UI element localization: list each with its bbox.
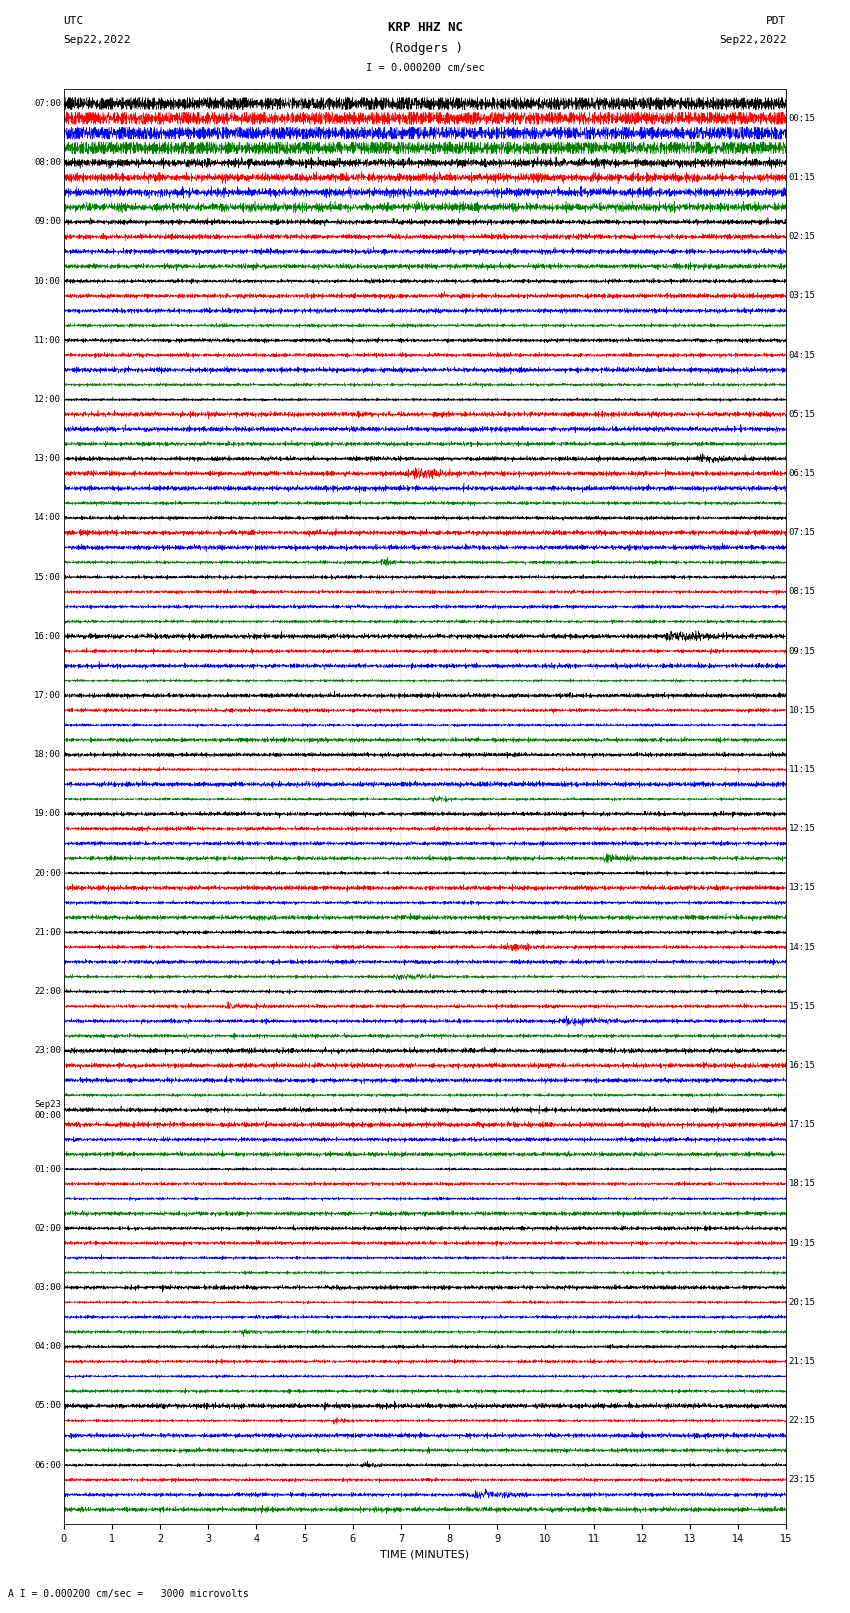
Text: 00:15: 00:15 — [789, 115, 816, 123]
Text: 16:00: 16:00 — [34, 632, 61, 640]
Text: 04:15: 04:15 — [789, 350, 816, 360]
Text: Sep23
00:00: Sep23 00:00 — [34, 1100, 61, 1119]
Text: 13:15: 13:15 — [789, 884, 816, 892]
Text: 19:00: 19:00 — [34, 810, 61, 818]
Text: 22:00: 22:00 — [34, 987, 61, 995]
Text: Sep22,2022: Sep22,2022 — [64, 35, 131, 45]
Text: 12:00: 12:00 — [34, 395, 61, 403]
Text: Sep22,2022: Sep22,2022 — [719, 35, 786, 45]
Text: 03:00: 03:00 — [34, 1282, 61, 1292]
Text: 02:15: 02:15 — [789, 232, 816, 242]
Text: 15:15: 15:15 — [789, 1002, 816, 1011]
Text: 09:15: 09:15 — [789, 647, 816, 655]
Text: 04:00: 04:00 — [34, 1342, 61, 1352]
Text: 14:00: 14:00 — [34, 513, 61, 523]
Text: 22:15: 22:15 — [789, 1416, 816, 1426]
Text: (Rodgers ): (Rodgers ) — [388, 42, 462, 55]
Text: 11:15: 11:15 — [789, 765, 816, 774]
Text: A I = 0.000200 cm/sec =   3000 microvolts: A I = 0.000200 cm/sec = 3000 microvolts — [8, 1589, 249, 1598]
Text: UTC: UTC — [64, 16, 84, 26]
Text: PDT: PDT — [766, 16, 786, 26]
Text: 02:00: 02:00 — [34, 1224, 61, 1232]
Text: 21:15: 21:15 — [789, 1357, 816, 1366]
Text: 17:15: 17:15 — [789, 1119, 816, 1129]
Text: 18:00: 18:00 — [34, 750, 61, 760]
Text: 15:00: 15:00 — [34, 573, 61, 582]
Text: 14:15: 14:15 — [789, 942, 816, 952]
Text: 08:15: 08:15 — [789, 587, 816, 597]
Text: 10:00: 10:00 — [34, 276, 61, 286]
Text: 06:00: 06:00 — [34, 1461, 61, 1469]
Text: 07:00: 07:00 — [34, 98, 61, 108]
Text: 08:00: 08:00 — [34, 158, 61, 168]
Text: 13:00: 13:00 — [34, 455, 61, 463]
Text: 23:00: 23:00 — [34, 1047, 61, 1055]
X-axis label: TIME (MINUTES): TIME (MINUTES) — [381, 1550, 469, 1560]
Text: 01:00: 01:00 — [34, 1165, 61, 1174]
Text: 18:15: 18:15 — [789, 1179, 816, 1189]
Text: 01:15: 01:15 — [789, 173, 816, 182]
Text: 21:00: 21:00 — [34, 927, 61, 937]
Text: 17:00: 17:00 — [34, 690, 61, 700]
Text: 10:15: 10:15 — [789, 706, 816, 715]
Text: I = 0.000200 cm/sec: I = 0.000200 cm/sec — [366, 63, 484, 73]
Text: 05:00: 05:00 — [34, 1402, 61, 1410]
Text: 23:15: 23:15 — [789, 1476, 816, 1484]
Text: 11:00: 11:00 — [34, 336, 61, 345]
Text: 19:15: 19:15 — [789, 1239, 816, 1247]
Text: 16:15: 16:15 — [789, 1061, 816, 1069]
Text: 06:15: 06:15 — [789, 469, 816, 477]
Text: 05:15: 05:15 — [789, 410, 816, 419]
Text: 07:15: 07:15 — [789, 527, 816, 537]
Text: 03:15: 03:15 — [789, 292, 816, 300]
Text: KRP HHZ NC: KRP HHZ NC — [388, 21, 462, 34]
Text: 20:00: 20:00 — [34, 868, 61, 877]
Text: 09:00: 09:00 — [34, 218, 61, 226]
Text: 20:15: 20:15 — [789, 1298, 816, 1307]
Text: 12:15: 12:15 — [789, 824, 816, 834]
